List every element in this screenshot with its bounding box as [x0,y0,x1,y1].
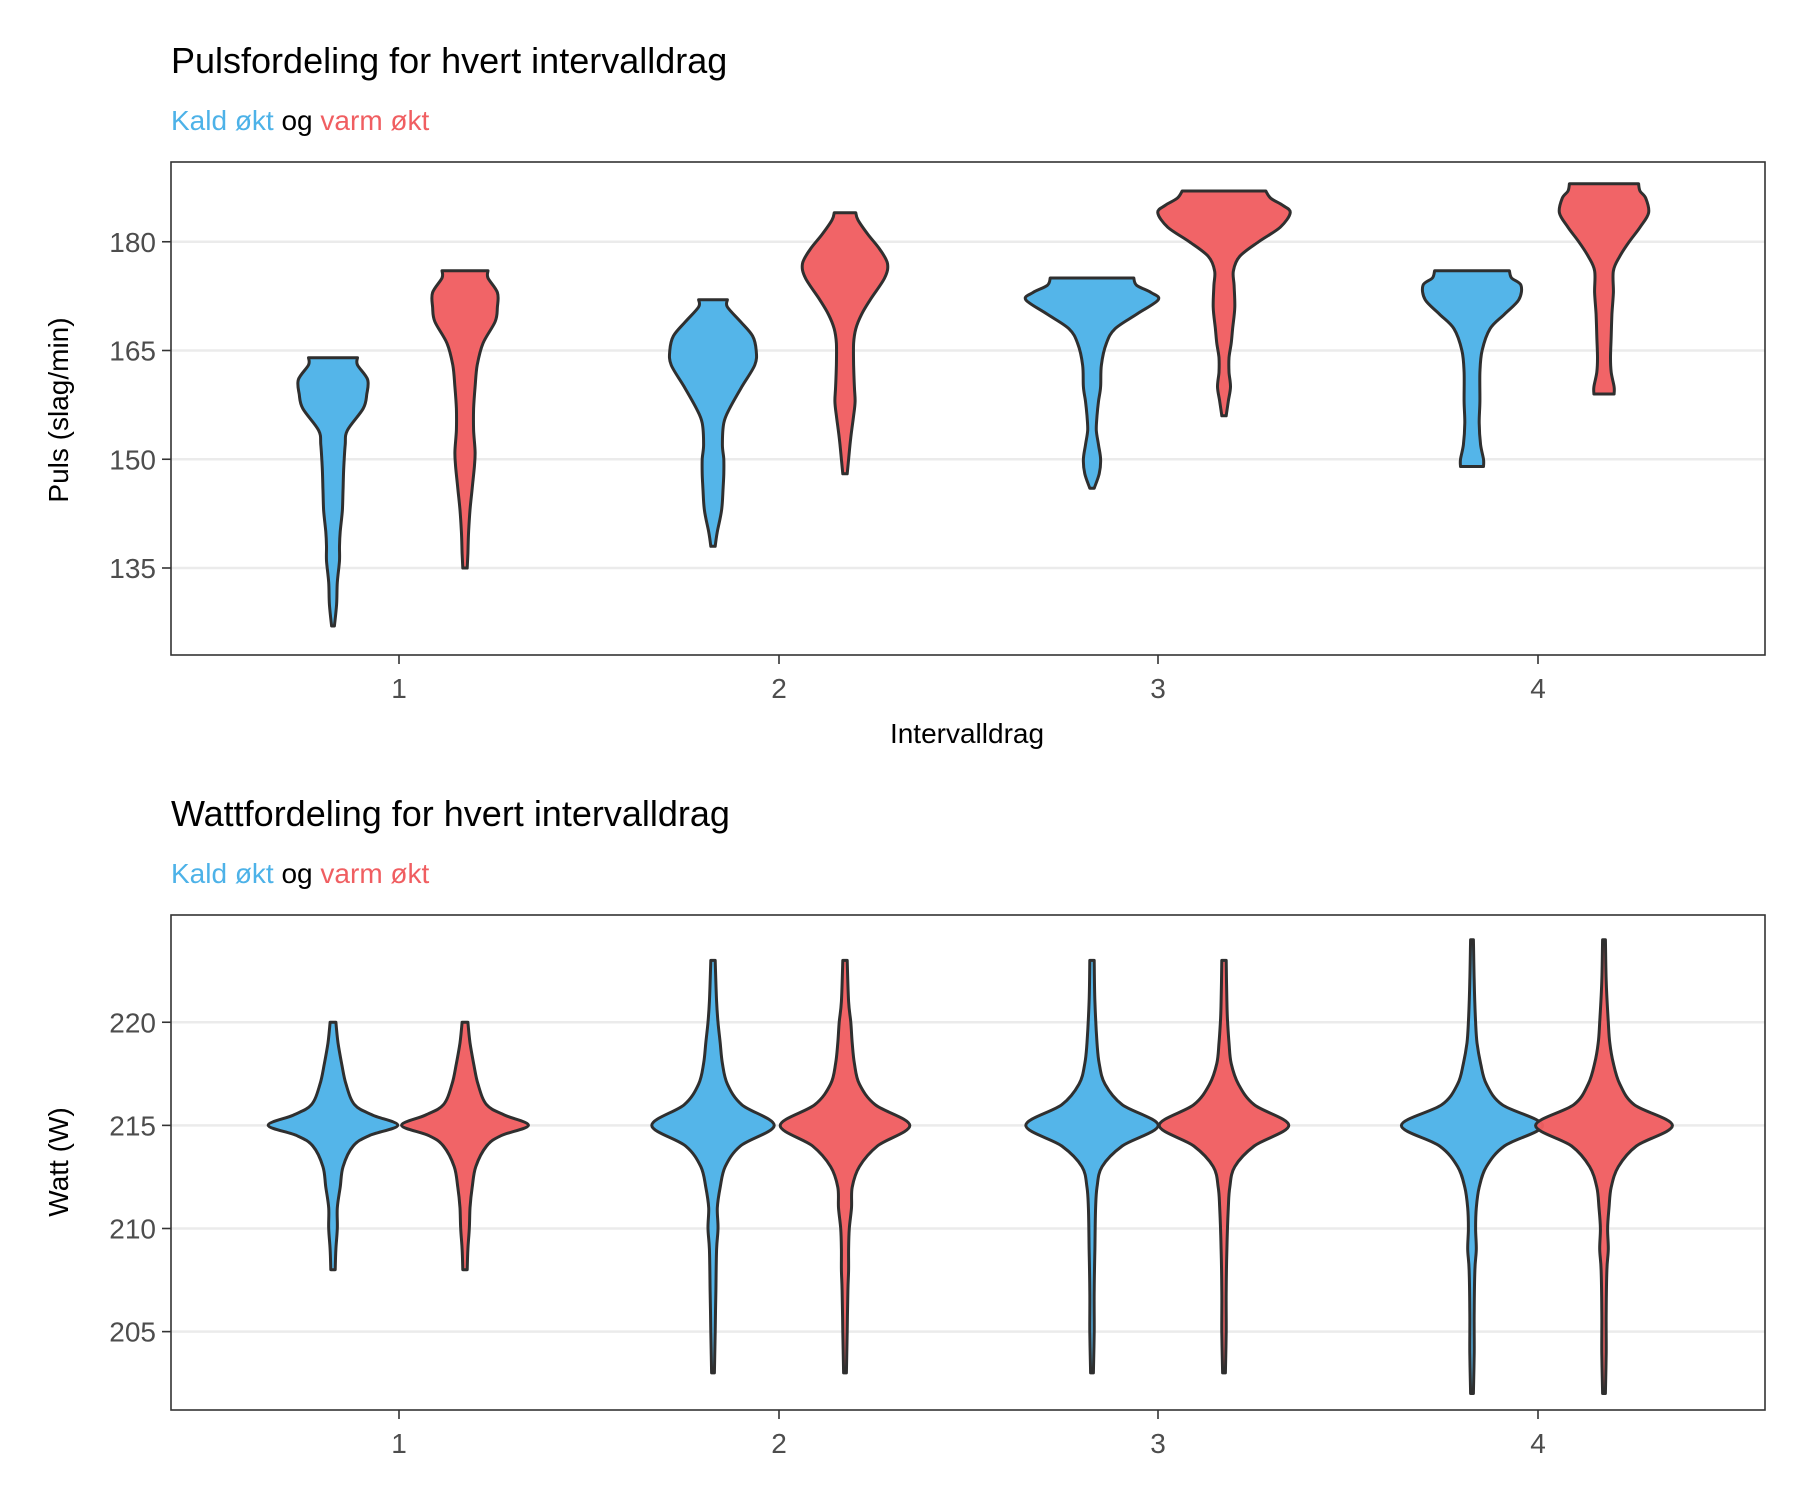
cold-violin-2 [650,958,776,1375]
cold-violin-2 [667,298,759,548]
y-tick-label: 165 [109,336,156,367]
y-axis-title: Puls (slag/min) [43,317,74,502]
x-tick-label: 1 [391,673,407,704]
chart-title: Wattfordeling for hvert intervalldrag [171,793,730,834]
x-tick-label: 4 [1530,1428,1546,1459]
warm-violin-4 [1534,938,1674,1395]
cold-violin-4 [1399,938,1545,1395]
chart-subtitle: Kald økt og varm økt [171,105,430,136]
panel-border [170,161,1766,656]
x-tick-label: 2 [771,673,787,704]
subtitle-joiner: og [281,105,312,136]
warm-violin-2 [800,211,890,476]
subtitle-cold-label: Kald økt [171,858,274,889]
y-axis-title: Watt (W) [43,1107,74,1216]
cold-violin-1 [296,356,370,628]
warm-violin-4 [1557,182,1651,396]
subtitle-cold-label: Kald økt [171,105,274,136]
pulse-chart: Pulsfordeling for hvert intervalldrag Ka… [43,40,1766,749]
chart-title: Pulsfordeling for hvert intervalldrag [171,40,727,81]
warm-violin-1 [430,269,500,570]
cold-violin-1 [266,1020,400,1272]
y-tick-label: 150 [109,444,156,475]
y-tick-label: 180 [109,227,156,258]
x-axis-title: Intervalldrag [890,718,1044,749]
x-tick-label: 2 [771,1428,787,1459]
watt-chart: Wattfordeling for hvert intervalldrag Ka… [43,793,1766,1459]
warm-violin-3 [1157,958,1291,1375]
subtitle-joiner: og [281,858,312,889]
chart-subtitle: Kald økt og varm økt [171,858,430,889]
x-tick-label: 3 [1150,673,1166,704]
cold-violin-3 [1024,958,1160,1375]
y-tick-label: 210 [109,1214,156,1245]
warm-violin-3 [1156,189,1292,418]
y-tick-label: 205 [109,1317,156,1348]
panel-border [170,914,1766,1411]
y-tick-label: 135 [109,553,156,584]
y-tick-label: 215 [109,1110,156,1141]
warm-violin-2 [778,958,912,1375]
x-tick-label: 3 [1150,1428,1166,1459]
x-tick-label: 1 [391,1428,407,1459]
y-tick-label: 220 [109,1007,156,1038]
warm-violin-1 [400,1020,530,1272]
cold-violin-3 [1023,276,1161,490]
cold-violin-4 [1420,269,1524,468]
subtitle-warm-label: varm økt [320,858,429,889]
x-tick-label: 4 [1530,673,1546,704]
subtitle-warm-label: varm økt [320,105,429,136]
